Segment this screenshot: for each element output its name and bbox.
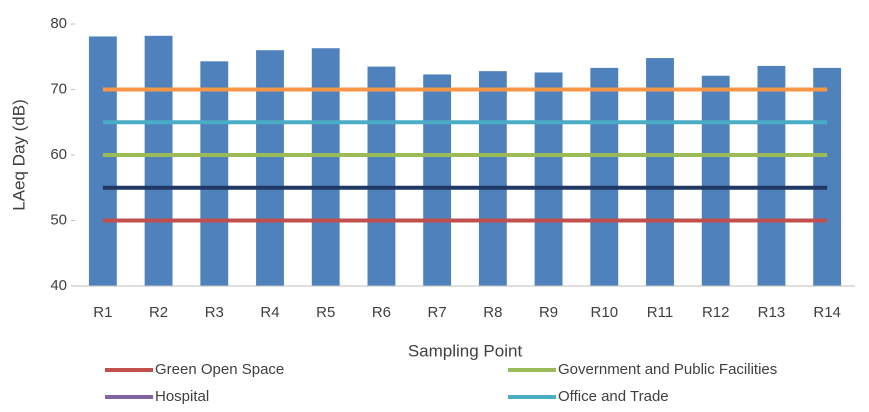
bar xyxy=(646,58,674,287)
bar xyxy=(701,75,730,287)
legend-label: Office and Trade xyxy=(558,388,669,405)
legend-label: Hospital xyxy=(155,388,209,405)
bar xyxy=(88,36,117,286)
x-tick-label: R6 xyxy=(372,304,391,321)
bar xyxy=(813,67,842,286)
legend-label: Government and Public Facilities xyxy=(558,361,777,378)
bar xyxy=(478,71,507,286)
x-tick-label: R3 xyxy=(205,304,224,321)
bar xyxy=(256,50,284,287)
x-tick-label: R12 xyxy=(702,304,730,321)
bar xyxy=(590,67,619,286)
legend-label: Green Open Space xyxy=(155,361,284,378)
x-tick-label: R8 xyxy=(483,304,502,321)
x-tick-label: R2 xyxy=(149,304,168,321)
bar xyxy=(311,48,340,286)
x-axis-title: Sampling Point xyxy=(408,341,523,360)
bar xyxy=(200,61,229,287)
x-tick-label: R4 xyxy=(260,304,279,321)
y-tick-label: 60 xyxy=(50,146,67,163)
bar xyxy=(534,72,563,286)
x-tick-label: R11 xyxy=(647,304,673,321)
x-tick-label: R7 xyxy=(428,304,447,321)
bar xyxy=(423,74,452,286)
bar xyxy=(144,35,173,286)
bar xyxy=(757,65,786,286)
y-tick-label: 80 xyxy=(50,15,67,32)
x-tick-label: R9 xyxy=(539,304,558,321)
x-tick-label: R13 xyxy=(758,304,786,321)
x-tick-label: R10 xyxy=(591,304,619,321)
y-tick-label: 40 xyxy=(50,277,67,294)
bar xyxy=(367,66,396,286)
y-tick-label: 70 xyxy=(50,80,67,97)
x-tick-label: R14 xyxy=(813,304,841,321)
y-tick-label: 50 xyxy=(50,211,67,228)
x-tick-label: R5 xyxy=(316,304,335,321)
x-tick-label: R1 xyxy=(93,304,112,321)
y-axis-title: LAeq Day (dB) xyxy=(9,99,28,211)
